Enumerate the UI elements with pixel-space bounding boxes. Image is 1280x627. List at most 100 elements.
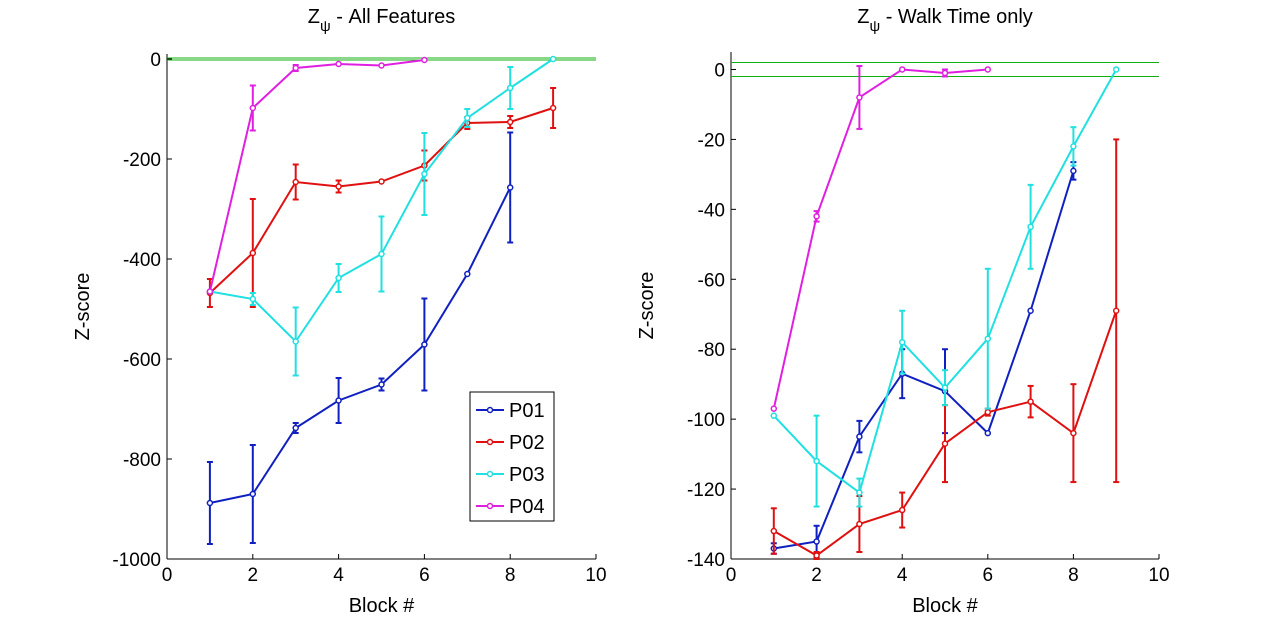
legend-label: P01: [509, 400, 545, 422]
data-point: [856, 489, 863, 496]
data-point: [464, 270, 471, 278]
data-point: [1070, 143, 1077, 150]
series-p03: [770, 66, 1120, 508]
title-subscript: ψ: [320, 18, 331, 35]
x-axis-label: Block #: [912, 595, 978, 617]
legend: P01 P02 P03 P04: [469, 391, 555, 522]
data-point: [206, 288, 214, 295]
series-line: [209, 187, 512, 504]
data-point: [292, 178, 299, 186]
x-tick-label: 6: [983, 565, 994, 586]
data-point: [335, 183, 342, 190]
series-p03: [206, 55, 557, 377]
data-point: [813, 457, 820, 465]
legend-marker: [486, 406, 494, 414]
x-tick-label: 10: [585, 565, 606, 586]
data-point: [249, 249, 257, 257]
y-tick-label: -20: [698, 130, 725, 151]
legend-label: P02: [509, 432, 545, 454]
data-point: [856, 433, 863, 440]
y-tick-label: -60: [698, 270, 725, 291]
data-point: [813, 552, 820, 559]
legend-label: P04: [509, 496, 545, 518]
data-point: [1027, 398, 1034, 405]
title-rest: - Walk Time only: [880, 6, 1033, 28]
data-point: [292, 64, 299, 72]
data-point: [770, 405, 778, 412]
data-point: [1027, 307, 1034, 314]
x-tick-label: 10: [1148, 565, 1169, 586]
title-rest: - All Features: [331, 6, 455, 28]
x-tick-label: 8: [1068, 565, 1079, 586]
data-point: [292, 338, 299, 345]
data-point: [1070, 167, 1077, 175]
y-tick-label: 0: [150, 50, 161, 71]
legend-label: P03: [509, 464, 545, 486]
data-point: [335, 397, 342, 404]
series-p01: [206, 131, 514, 545]
data-point: [1112, 66, 1120, 73]
data-point: [249, 104, 257, 112]
data-point: [984, 408, 992, 416]
y-tick-label: -800: [123, 450, 161, 471]
data-point: [335, 60, 342, 68]
data-point: [249, 490, 257, 498]
data-point: [770, 412, 778, 419]
series-p04: [206, 56, 428, 295]
y-axis-label: Z-score: [72, 273, 94, 341]
data-point: [506, 84, 514, 92]
data-point: [898, 506, 906, 514]
y-tick-label: -400: [123, 250, 161, 271]
data-point: [898, 66, 906, 73]
series-p04: [770, 64, 992, 412]
chart-title: Zψ - Walk Time only: [857, 6, 1033, 35]
x-tick-label: 2: [248, 565, 259, 586]
y-tick-label: -1000: [112, 550, 161, 571]
data-point: [813, 538, 820, 545]
data-point: [1027, 223, 1034, 231]
data-point: [421, 56, 428, 64]
x-tick-label: 4: [897, 565, 908, 586]
data-point: [1112, 307, 1120, 314]
legend-marker: [486, 502, 494, 510]
series-line: [208, 59, 425, 292]
legend-box: [469, 391, 555, 522]
title-main: Z: [857, 6, 869, 28]
data-point: [941, 440, 949, 447]
data-point: [1070, 429, 1077, 437]
y-tick-label: -100: [687, 410, 725, 431]
x-axis-label: Block #: [349, 595, 415, 617]
data-point: [249, 295, 257, 303]
y-tick-label: -40: [698, 200, 725, 221]
y-tick-label: -80: [698, 340, 725, 361]
series-line: [209, 58, 554, 344]
data-point: [292, 424, 299, 432]
series-line: [772, 68, 988, 409]
series-p02: [206, 87, 557, 308]
data-point: [378, 381, 385, 388]
data-point: [856, 94, 863, 101]
x-tick-label: 4: [333, 565, 344, 586]
data-point: [941, 384, 949, 391]
data-point: [506, 118, 514, 126]
y-tick-label: -120: [687, 480, 725, 501]
data-point: [984, 429, 992, 437]
data-point: [898, 338, 906, 346]
data-point: [984, 335, 992, 342]
y-axis-label: Z-score: [636, 272, 658, 340]
panel-all-features: 0 2 4 6 8 10 0 -200 -400 -600 -800 -1000 Zψ - All Fe…: [72, 6, 607, 617]
y-tick-label: -600: [123, 350, 161, 371]
data-point: [335, 274, 342, 282]
data-point: [421, 170, 428, 178]
panel-walk-time: 0 2 4 6 8 10 0 -20 -40 -60 -80 -100 -120 -140 Zψ - Wal…: [636, 6, 1170, 617]
data-point: [770, 527, 778, 535]
data-point: [464, 114, 471, 122]
y-tick-label: 0: [714, 60, 725, 81]
data-point: [549, 55, 557, 63]
data-point: [506, 184, 514, 191]
data-point: [549, 104, 557, 112]
legend-marker: [486, 438, 494, 446]
x-tick-label: 0: [162, 565, 173, 586]
chart-title: Zψ - All Features: [308, 6, 455, 35]
